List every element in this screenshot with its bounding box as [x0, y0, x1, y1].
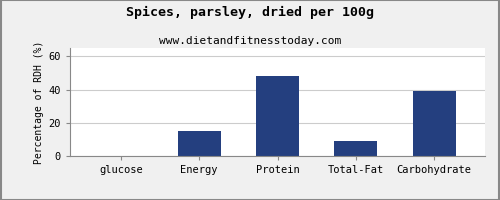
Text: www.dietandfitnesstoday.com: www.dietandfitnesstoday.com [159, 36, 341, 46]
Text: Spices, parsley, dried per 100g: Spices, parsley, dried per 100g [126, 6, 374, 19]
Bar [256, 76, 299, 156]
Bar [412, 91, 456, 156]
Bar [178, 131, 220, 156]
Bar [334, 141, 378, 156]
Y-axis label: Percentage of RDH (%): Percentage of RDH (%) [34, 40, 44, 164]
